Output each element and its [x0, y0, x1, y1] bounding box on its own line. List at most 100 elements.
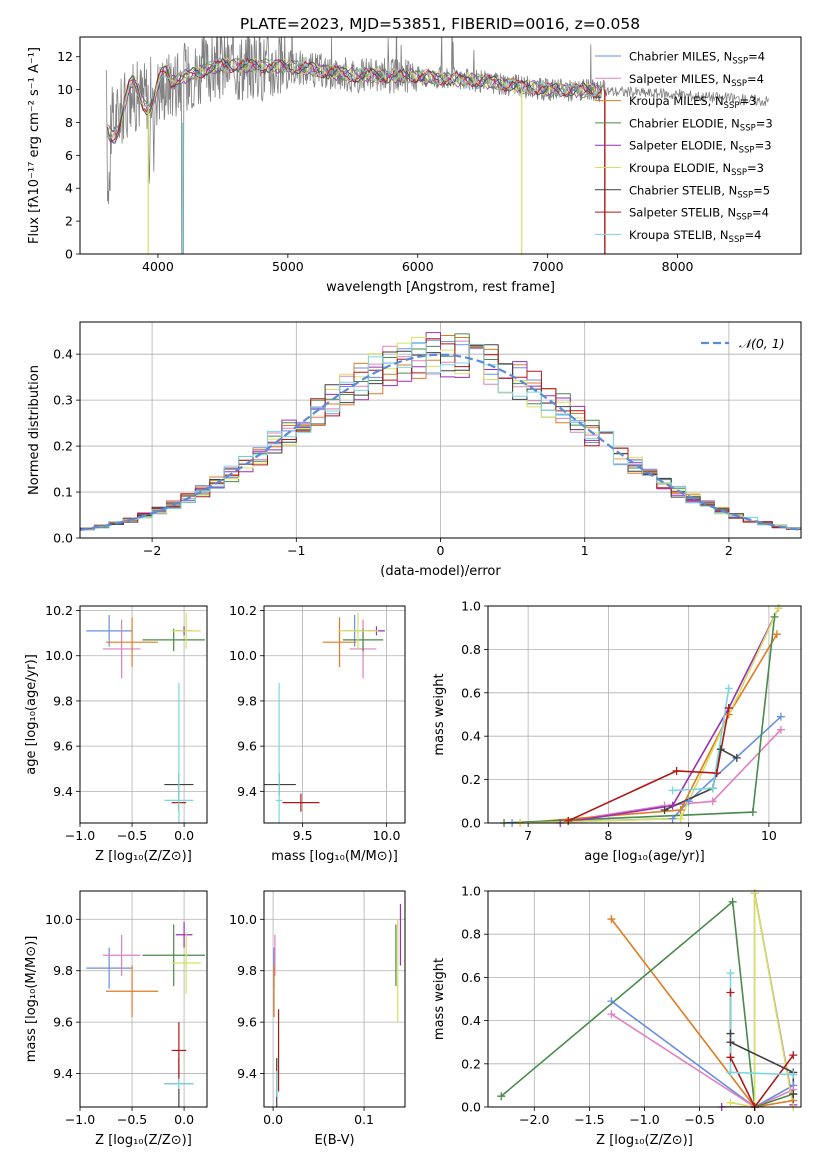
y-axis-label: mass [log₁₀(M/M⊙)]: [24, 936, 39, 1063]
x-tick-label: −2: [143, 543, 161, 558]
y-axis-label: Normed distribution: [27, 365, 42, 495]
legend-label-sub: SSP: [731, 79, 747, 89]
weight-marker: [684, 797, 693, 806]
y-tick-label: 0.3: [53, 393, 73, 408]
weight-marker: [732, 753, 741, 762]
weight-marker: [712, 769, 721, 778]
x-tick-label: −0.5: [117, 828, 147, 843]
y-tick-label: 9.4: [53, 1066, 73, 1081]
weight-marker: [772, 630, 781, 639]
y-tick-label: 9.8: [53, 963, 73, 978]
weight-marker: [774, 604, 783, 613]
x-tick-label: −0.5: [117, 1112, 147, 1127]
axes-frame: [263, 605, 406, 824]
histogram-step: [80, 344, 801, 530]
x-tick-label: −1: [287, 543, 305, 558]
x-tick-label: 10: [761, 828, 777, 843]
y-tick-label: 0.8: [461, 642, 481, 657]
legend-label-text: Kroupa ELODIE, N: [629, 161, 731, 175]
legend-label-text: Kroupa STELIB, N: [629, 228, 729, 242]
x-tick-label: 0.0: [263, 1112, 283, 1127]
x-tick-label: 0.0: [174, 1112, 194, 1127]
legend-label: Chabrier ELODIE, NSSP=3: [629, 116, 773, 133]
weight-marker: [607, 915, 616, 924]
legend-label-text: Salpeter ELODIE, N: [629, 139, 739, 153]
y-tick-label: 2: [65, 214, 73, 229]
y-tick-label: 0.2: [461, 1056, 481, 1071]
y-tick-label: 10.2: [45, 603, 73, 618]
x-axis-label: mass [log₁₀(M/M⊙)]: [271, 849, 398, 864]
y-tick-label: 0.6: [461, 685, 481, 700]
legend-label-sub: SSP: [724, 101, 740, 111]
y-tick-label: 0: [65, 247, 73, 262]
legend-label-tail: =4: [744, 228, 761, 242]
x-tick-label: 0.1: [354, 1112, 374, 1127]
y-tick-label: 9.8: [53, 693, 73, 708]
y-tick-label: 0.0: [461, 816, 481, 831]
spectrum-data-line: [105, 37, 769, 254]
legend-label-sub: SSP: [736, 213, 752, 223]
x-tick-label: −2.0: [519, 1112, 549, 1127]
y-tick-label: 0.0: [461, 1100, 481, 1115]
y-tick-label: 0.2: [53, 439, 73, 454]
plot-area: [504, 607, 782, 823]
weight-marker: [726, 1098, 735, 1107]
legend-label-sub: SSP: [739, 146, 755, 156]
legend-label-text: Chabrier STELIB, N: [629, 183, 737, 197]
legend-label-text: Chabrier ELODIE, N: [629, 116, 740, 130]
y-tick-label: 10.0: [45, 648, 73, 663]
x-tick-label: 9.5: [293, 828, 313, 843]
x-tick-label: 8: [604, 828, 612, 843]
x-axis-label: (data-model)/error: [380, 564, 501, 579]
x-tick-label: −1.5: [574, 1112, 604, 1127]
y-tick-label: 0.0: [53, 531, 73, 546]
x-tick-label: 6000: [402, 259, 434, 274]
y-tick-label: 8: [65, 115, 73, 130]
y-tick-label: 1.0: [461, 599, 481, 614]
legend-label-text: Kroupa MILES, N: [629, 94, 724, 108]
y-axis-label: age [log₁₀(age/yr)]: [24, 654, 39, 775]
weight-marker: [724, 703, 733, 712]
x-tick-label: −1.0: [65, 1112, 95, 1127]
y-tick-label: 9.6: [53, 1015, 73, 1030]
weight-line: [500, 900, 794, 1107]
legend-label-tail: =4: [748, 50, 765, 64]
x-tick-label: 0.0: [745, 1112, 765, 1127]
panel-mass-vs-Z: −1.0 −0.5 0.0 9.4 9.6 9.8 10.0 Z [log₁₀(Z/Z⊙)] m…: [24, 890, 208, 1148]
plot-area: [273, 903, 402, 1107]
weight-line: [568, 729, 782, 822]
x-tick-label: 10.0: [373, 828, 401, 843]
plot-area: [86, 612, 205, 823]
x-tick-label: 1: [581, 543, 589, 558]
y-tick-label: 6: [65, 148, 73, 163]
y-tick-label: 10: [57, 82, 73, 97]
weight-marker: [708, 784, 717, 793]
legend-label-tail: =3: [756, 116, 773, 130]
plot-area: [500, 893, 795, 1107]
y-tick-label: 0.4: [461, 729, 481, 744]
weight-marker: [726, 1029, 735, 1038]
x-tick-label: 0.0: [174, 828, 194, 843]
plot-area: [105, 37, 769, 254]
weight-line: [560, 607, 780, 823]
weight-marker: [728, 897, 737, 906]
weight-marker: [607, 1010, 616, 1019]
legend-label-tail: =4: [747, 72, 764, 86]
weight-marker: [750, 889, 759, 898]
model-fit-line: [106, 58, 602, 140]
weight-marker: [676, 814, 685, 823]
plot-area: [86, 921, 205, 1107]
legend-label-sub: SSP: [732, 57, 748, 67]
weight-marker: [668, 786, 677, 795]
legend-label-text: Chabrier MILES, N: [629, 50, 732, 64]
x-axis-label: Z [log₁₀(Z/Z⊙)]: [95, 1133, 192, 1148]
legend-label: 𝒩(0, 1): [739, 336, 785, 351]
weight-marker: [497, 1092, 506, 1101]
histogram-step: [80, 343, 801, 530]
plot-area: [264, 612, 385, 823]
panel-age-vs-mass: 9.5 10.0 9.4 9.6 9.8 10.0 10.2 mass [log₁₀(M/M⊙…: [229, 603, 406, 864]
panel-age-vs-Z: −1.0 −0.5 0.0 9.4 9.6 9.8 10.0 10.2 Z [log₁₀(Z/Z…: [24, 603, 208, 864]
legend-label-tail: =3: [755, 139, 772, 153]
weight-marker: [789, 1090, 798, 1099]
y-tick-label: 9.4: [237, 784, 257, 799]
